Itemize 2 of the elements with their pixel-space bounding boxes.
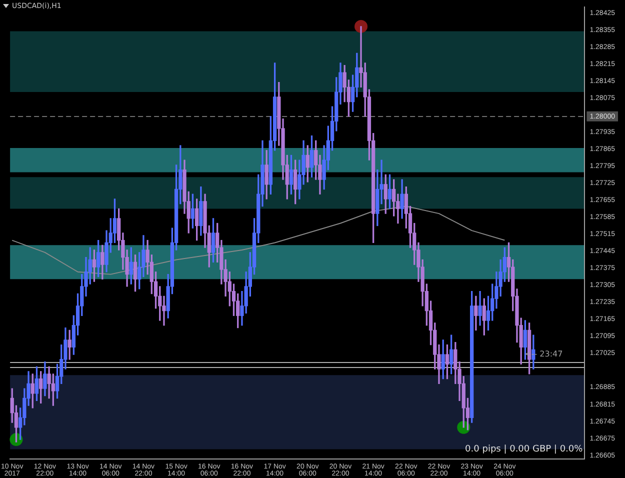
annotation: 0.0 pips | 0.00 GBP | 0.0% xyxy=(465,444,584,454)
annotation: <-- 23:47 xyxy=(524,350,563,359)
